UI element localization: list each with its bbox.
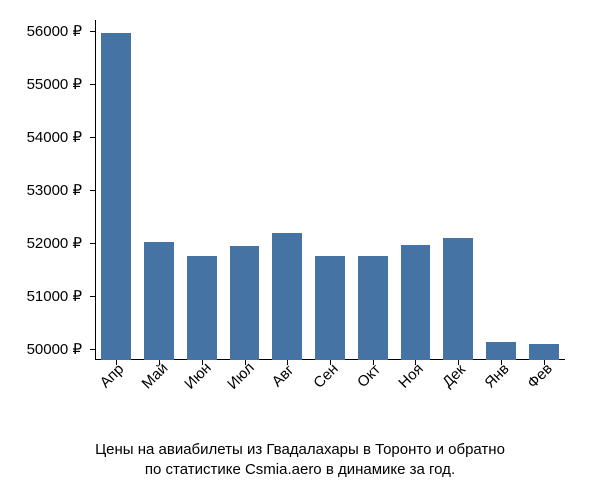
x-tick [458, 360, 459, 365]
bar [529, 344, 559, 360]
x-tick-label: Ноя [396, 360, 427, 391]
plot-area [95, 20, 565, 360]
y-tick [90, 296, 95, 297]
x-tick-label: Окт [354, 361, 384, 391]
x-tick [544, 360, 545, 365]
x-tick [330, 360, 331, 365]
bar [443, 238, 473, 360]
y-tick-label: 52000 ₽ [27, 234, 82, 252]
chart-caption: Цены на авиабилеты из Гвадалахары в Торо… [0, 440, 600, 481]
bar [358, 256, 388, 360]
y-tick-label: 54000 ₽ [27, 128, 82, 146]
y-tick [90, 84, 95, 85]
y-tick-label: 51000 ₽ [27, 287, 82, 305]
x-axis-labels: АпрМайИюнИюлАвгСенОктНояДекЯнвФев [95, 365, 565, 445]
x-tick [415, 360, 416, 365]
x-tick-label: Дек [439, 361, 469, 391]
y-tick [90, 31, 95, 32]
bar [144, 242, 174, 360]
price-chart: 50000 ₽ 51000 ₽ 52000 ₽ 53000 ₽ 54000 ₽ 55000… [0, 0, 600, 500]
caption-line-2: по статистике Csmia.aero в динамике за г… [145, 461, 455, 478]
x-tick [245, 360, 246, 365]
y-tick-label: 55000 ₽ [27, 75, 82, 93]
bar [486, 342, 516, 360]
bar [315, 256, 345, 360]
bar [187, 256, 217, 360]
caption-line-1: Цены на авиабилеты из Гвадалахары в Торо… [95, 441, 505, 458]
y-tick [90, 137, 95, 138]
x-tick [116, 360, 117, 365]
y-tick [90, 349, 95, 350]
x-tick-label: Янв [481, 360, 512, 391]
x-tick-label: Май [139, 360, 172, 393]
bar [230, 246, 260, 360]
bars-group [95, 20, 565, 360]
y-axis-labels: 50000 ₽ 51000 ₽ 52000 ₽ 53000 ₽ 54000 ₽ 55000… [0, 20, 90, 360]
y-tick [90, 190, 95, 191]
x-tick-label: Июл [224, 359, 258, 393]
x-tick-label: Сен [310, 360, 341, 391]
y-tick [90, 243, 95, 244]
x-tick [159, 360, 160, 365]
x-tick-label: Июн [181, 359, 214, 392]
x-tick-label: Авг [269, 362, 298, 391]
x-tick-label: Апр [97, 361, 128, 392]
x-tick [373, 360, 374, 365]
y-tick-label: 50000 ₽ [27, 340, 82, 358]
x-tick [501, 360, 502, 365]
bar [101, 33, 131, 360]
bar [401, 245, 431, 360]
y-tick-label: 56000 ₽ [27, 22, 82, 40]
x-tick-label: Фев [524, 360, 556, 392]
x-tick [202, 360, 203, 365]
y-tick-label: 53000 ₽ [27, 181, 82, 199]
bar [272, 233, 302, 361]
x-tick [287, 360, 288, 365]
